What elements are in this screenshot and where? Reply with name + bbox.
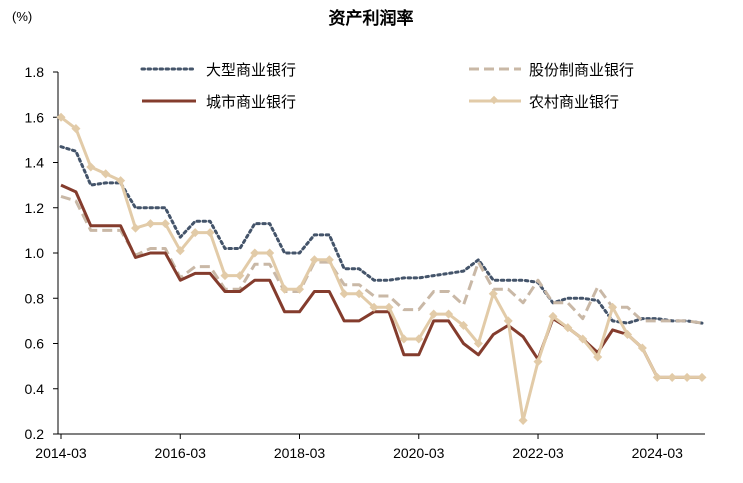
legend-label-2: 城市商业银行 bbox=[206, 93, 296, 111]
series-marker-3 bbox=[324, 255, 334, 265]
series-line-2 bbox=[60, 183, 702, 379]
series-marker-3 bbox=[429, 309, 439, 319]
series-marker-3 bbox=[130, 223, 141, 233]
series-marker-3 bbox=[444, 309, 454, 319]
series-marker-3 bbox=[235, 271, 245, 281]
series-marker-3 bbox=[608, 302, 618, 312]
x-tick-label: 2022-03 bbox=[512, 445, 564, 461]
series-marker-3 bbox=[458, 320, 469, 330]
legend: 大型商业银行 股份制商业银行 城市商业银行 农村商业银行 bbox=[140, 61, 634, 111]
series-layer bbox=[56, 112, 707, 425]
y-tick-label: 1.0 bbox=[25, 245, 45, 261]
series-marker-3 bbox=[682, 372, 692, 382]
y-tick-label: 1.2 bbox=[25, 200, 45, 216]
x-tick-label: 2024-03 bbox=[632, 445, 684, 461]
legend-item-2: 城市商业银行 bbox=[142, 93, 296, 111]
series-marker-3 bbox=[309, 255, 319, 265]
series-marker-3 bbox=[339, 289, 349, 299]
series-marker-3 bbox=[384, 302, 394, 312]
legend-label-0: 大型商业银行 bbox=[206, 61, 296, 79]
series-marker-3 bbox=[533, 357, 543, 367]
series-marker-3 bbox=[399, 334, 409, 344]
series-marker-3 bbox=[71, 124, 81, 134]
y-axis-unit: (%) bbox=[12, 9, 32, 24]
series-marker-3 bbox=[145, 219, 155, 229]
legend-marker-3 bbox=[489, 95, 499, 105]
y-axis: 0.2 0.4 0.6 0.8 1.0 1.2 1.4 1.6 1.8 bbox=[25, 64, 59, 442]
y-tick-label: 0.4 bbox=[25, 381, 45, 397]
series-marker-3 bbox=[101, 169, 111, 179]
series-marker-3 bbox=[86, 162, 96, 172]
x-tick-label: 2020-03 bbox=[393, 445, 445, 461]
y-tick-label: 0.8 bbox=[25, 290, 45, 306]
series-marker-3 bbox=[280, 284, 290, 294]
series-marker-3 bbox=[294, 284, 305, 294]
series-marker-3 bbox=[265, 248, 275, 258]
legend-item-0: 大型商业银行 bbox=[140, 61, 296, 79]
series-marker-3 bbox=[667, 372, 677, 382]
series-marker-3 bbox=[518, 415, 528, 425]
series-line-3 bbox=[60, 116, 702, 422]
series-marker-3 bbox=[414, 334, 424, 344]
series-marker-3 bbox=[473, 338, 483, 349]
y-tick-label: 0.6 bbox=[25, 336, 45, 352]
series-marker-3 bbox=[56, 112, 66, 122]
x-axis: 2014-03 2016-03 2018-03 2020-03 2022-03 2024-… bbox=[35, 433, 705, 461]
series-marker-3 bbox=[250, 248, 260, 258]
series-line-1 bbox=[60, 194, 703, 325]
chart-title: 资产利润率 bbox=[329, 8, 414, 29]
series-marker-3 bbox=[578, 334, 588, 344]
y-tick-label: 1.4 bbox=[25, 155, 45, 171]
x-tick-label: 2018-03 bbox=[274, 445, 326, 461]
y-tick-label: 1.8 bbox=[25, 64, 45, 80]
series-marker-3 bbox=[697, 372, 707, 382]
legend-label-3: 农村商业银行 bbox=[529, 93, 619, 111]
y-tick-label: 1.6 bbox=[25, 109, 45, 125]
series-marker-3 bbox=[220, 271, 230, 281]
legend-label-1: 股份制商业银行 bbox=[529, 61, 634, 79]
series-marker-3 bbox=[116, 176, 126, 186]
x-tick-label: 2016-03 bbox=[155, 445, 207, 461]
series-marker-3 bbox=[622, 329, 633, 339]
series-line-0 bbox=[59, 145, 704, 325]
series-marker-3 bbox=[190, 228, 200, 238]
x-tick-label: 2014-03 bbox=[35, 445, 87, 461]
series-marker-3 bbox=[354, 289, 364, 299]
legend-item-1: 股份制商业银行 bbox=[469, 61, 634, 79]
series-marker-3 bbox=[205, 228, 215, 238]
y-tick-label: 0.2 bbox=[25, 426, 45, 442]
series-marker-3 bbox=[369, 302, 379, 312]
legend-item-3: 农村商业银行 bbox=[469, 93, 619, 111]
